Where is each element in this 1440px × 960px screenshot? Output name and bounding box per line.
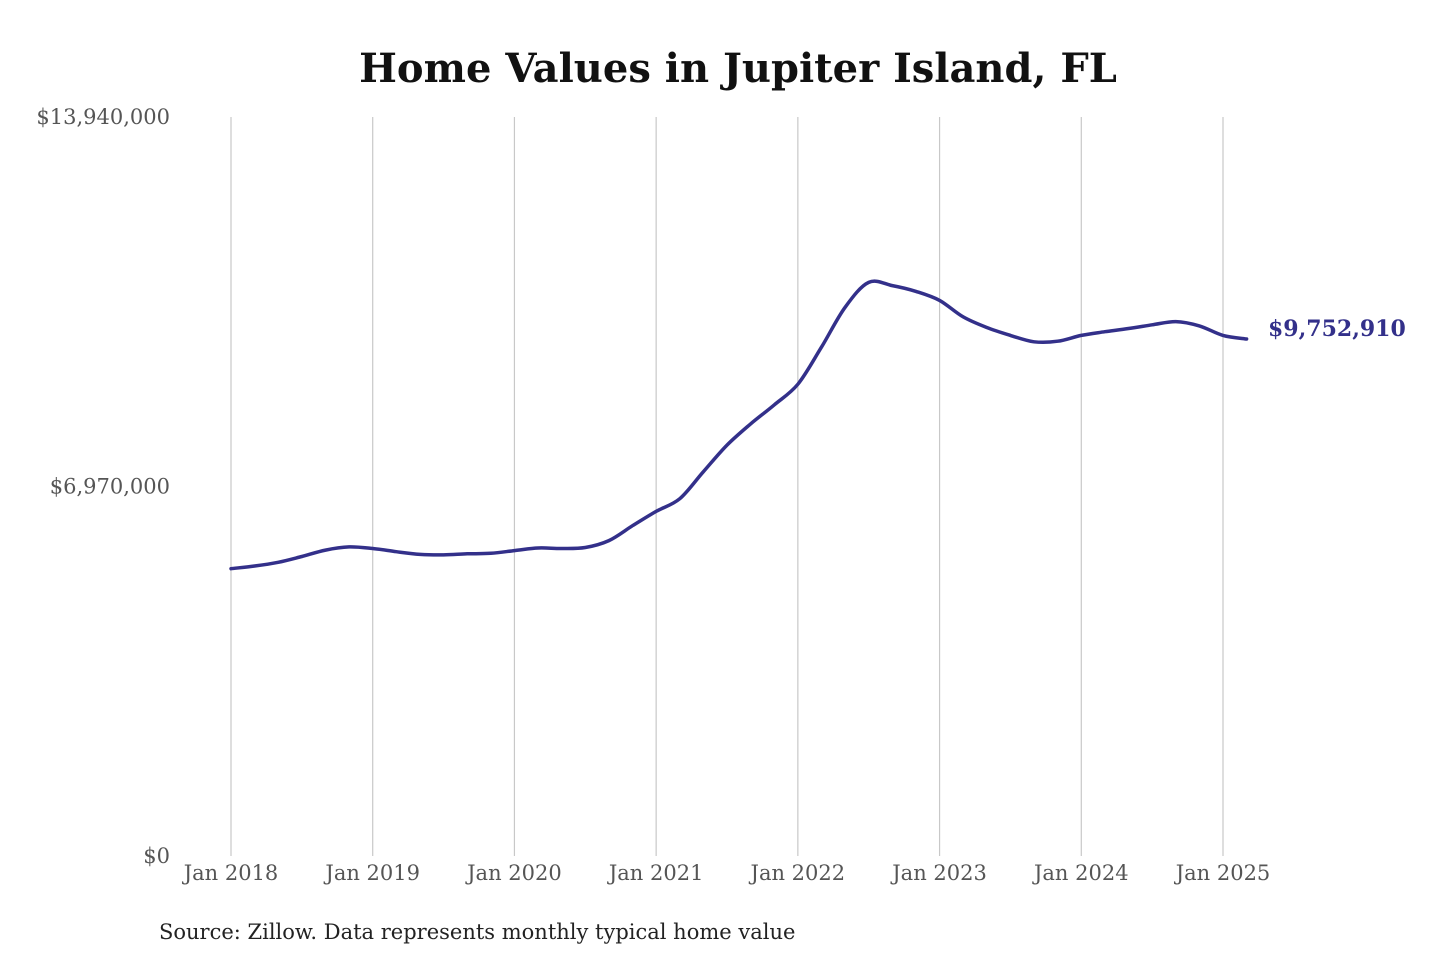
x-tick-label: Jan 2019 <box>323 861 420 885</box>
y-axis-ticks: $0 $6,970,000 $13,940,000 <box>36 105 170 868</box>
x-tick-label: Jan 2022 <box>749 861 846 885</box>
series-layer <box>229 279 1249 571</box>
y-tick-label: $6,970,000 <box>50 475 170 499</box>
x-tick-label: Jan 2020 <box>465 861 562 885</box>
chart-title: Home Values in Jupiter Island, FL <box>359 45 1117 92</box>
x-tick-label: Jan 2024 <box>1032 861 1129 885</box>
y-tick-label: $13,940,000 <box>36 105 170 129</box>
y-tick-label: $0 <box>143 844 170 868</box>
end-value-label: $9,752,910 <box>1268 316 1406 342</box>
x-tick-label: Jan 2025 <box>1174 861 1271 885</box>
x-tick-label: Jan 2023 <box>890 861 987 885</box>
x-tick-label: Jan 2018 <box>182 861 279 885</box>
grid-lines <box>230 117 1224 856</box>
source-note: Source: Zillow. Data represents monthly … <box>159 920 795 944</box>
home-value-line <box>229 279 1249 571</box>
x-tick-label: Jan 2021 <box>607 861 704 885</box>
x-axis-ticks: Jan 2018 Jan 2019 Jan 2020 Jan 2021 Jan 2022… <box>182 861 1271 885</box>
